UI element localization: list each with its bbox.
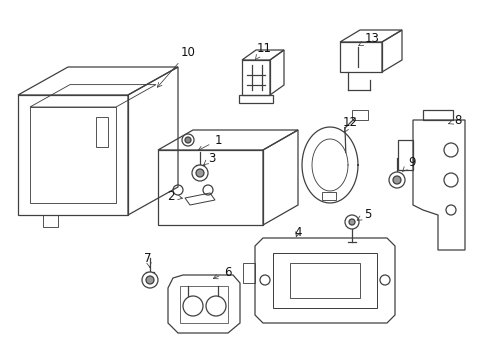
Text: 2: 2 <box>167 189 182 202</box>
Circle shape <box>349 219 355 225</box>
Text: 10: 10 <box>157 45 196 87</box>
Text: 5: 5 <box>357 207 372 220</box>
Circle shape <box>146 276 154 284</box>
Circle shape <box>345 215 359 229</box>
Circle shape <box>182 134 194 146</box>
Text: 7: 7 <box>144 252 152 267</box>
Circle shape <box>142 272 158 288</box>
Text: 3: 3 <box>203 152 216 165</box>
Text: 8: 8 <box>449 113 462 126</box>
Text: 12: 12 <box>343 116 358 132</box>
Text: 4: 4 <box>294 225 302 238</box>
Circle shape <box>389 172 405 188</box>
Text: 9: 9 <box>403 156 416 171</box>
Text: 1: 1 <box>198 134 222 150</box>
Text: 11: 11 <box>255 41 271 60</box>
Text: 13: 13 <box>359 31 379 46</box>
Circle shape <box>393 176 401 184</box>
Text: 6: 6 <box>213 266 232 279</box>
Circle shape <box>196 169 204 177</box>
Circle shape <box>192 165 208 181</box>
Circle shape <box>185 137 191 143</box>
